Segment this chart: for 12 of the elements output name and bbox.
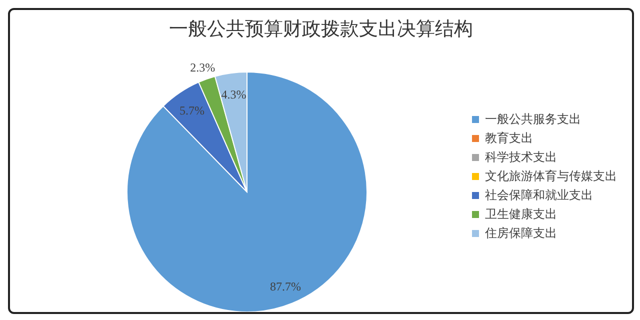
data-label: 5.7% — [179, 103, 204, 118]
legend-label: 卫生健康支出 — [485, 206, 557, 223]
legend-label: 一般公共服务支出 — [485, 111, 581, 128]
chart-title: 一般公共预算财政拨款支出决算结构 — [168, 17, 474, 42]
data-label: 87.7% — [270, 279, 301, 294]
legend-label: 社会保障和就业支出 — [485, 187, 593, 204]
data-label: 2.3% — [190, 60, 216, 75]
legend-label: 科学技术支出 — [485, 149, 557, 166]
legend-label: 住房保障支出 — [485, 225, 557, 242]
legend-label: 教育支出 — [485, 130, 533, 147]
data-label: 4.3% — [221, 87, 246, 102]
legend-label: 文化旅游体育与传媒支出 — [485, 168, 617, 185]
